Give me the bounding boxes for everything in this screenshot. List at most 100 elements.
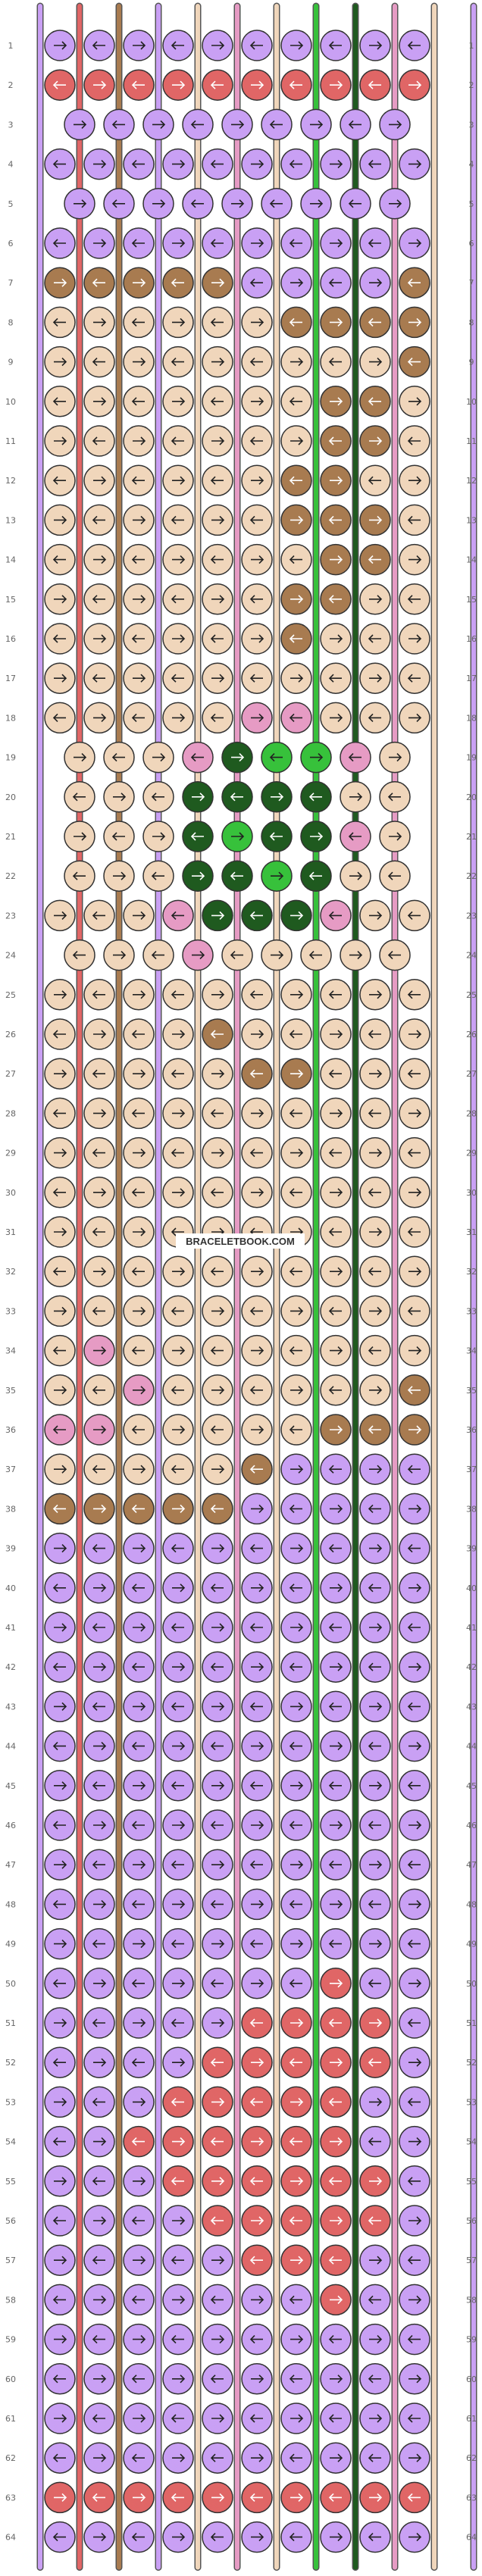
knot-arrow-icon (211, 358, 225, 367)
knot-arrow-icon (369, 358, 383, 367)
knot-arrow-icon (133, 2414, 146, 2423)
knot-arrow-icon (210, 1267, 224, 1276)
knot (64, 188, 95, 220)
knot (83, 623, 115, 655)
row-label-left: 48 (5, 1899, 16, 1909)
knot-arrow-icon (251, 1979, 264, 1988)
knot-arrow-icon (92, 2414, 105, 2423)
knot-arrow-icon (93, 2453, 107, 2462)
knot-arrow-icon (251, 1030, 264, 1039)
row-label-left: 1 (8, 41, 14, 51)
knot (359, 1690, 391, 1723)
knot-arrow-icon (211, 1149, 225, 1158)
knot (44, 899, 76, 932)
knot-arrow-icon (93, 317, 107, 327)
knot-arrow-icon (210, 239, 224, 248)
knot-arrow-icon (93, 1346, 107, 1355)
knot-arrow-icon (52, 1899, 66, 1909)
knot-arrow-icon (133, 674, 146, 683)
knot (123, 899, 155, 932)
knot-arrow-icon (407, 1702, 421, 1711)
knot-arrow-icon (330, 2137, 343, 2146)
knot (280, 464, 312, 496)
knot-arrow-icon (369, 2414, 383, 2423)
knot (44, 1968, 76, 1999)
knot (221, 939, 253, 971)
knot-arrow-icon (407, 2256, 421, 2265)
knot-arrow-icon (290, 2493, 304, 2502)
knot (359, 1255, 391, 1287)
knot-arrow-icon (211, 515, 225, 524)
knot (280, 30, 312, 61)
knot-arrow-icon (408, 2137, 422, 2146)
knot-arrow-icon (54, 515, 67, 524)
knot (123, 1255, 155, 1287)
knot-arrow-icon (171, 1465, 184, 1474)
knot-arrow-icon (407, 1860, 421, 1869)
knot (142, 860, 174, 892)
knot (241, 623, 273, 655)
knot (320, 1572, 352, 1604)
knot (320, 1532, 352, 1565)
knot (241, 227, 273, 259)
knot (44, 702, 76, 734)
knot-arrow-icon (210, 2216, 224, 2225)
knot (359, 662, 391, 694)
knot (379, 108, 411, 141)
knot-arrow-icon (249, 674, 263, 683)
knot-arrow-icon (369, 1702, 383, 1711)
knot (83, 979, 115, 1011)
knot (280, 979, 312, 1011)
knot-arrow-icon (52, 1108, 66, 1118)
knot-arrow-icon (190, 120, 204, 129)
knot (44, 227, 76, 259)
knot (280, 1295, 312, 1327)
row-label-right: 42 (466, 1662, 477, 1672)
knot (399, 899, 430, 932)
knot (123, 1690, 155, 1723)
knot-arrow-icon (92, 2177, 105, 2186)
knot (123, 1612, 155, 1643)
knot-arrow-icon (172, 397, 186, 406)
row-label-right: 5 (469, 199, 474, 209)
knot-arrow-icon (408, 1821, 422, 1830)
knot-arrow-icon (52, 1979, 66, 1988)
knot-arrow-icon (328, 674, 342, 683)
knot (202, 1690, 233, 1723)
knot-arrow-icon (54, 2414, 67, 2423)
knot-arrow-icon (92, 515, 105, 524)
knot (320, 306, 352, 339)
knot-arrow-icon (171, 2493, 184, 2502)
knot (162, 2521, 194, 2553)
knot-arrow-icon (408, 1188, 422, 1197)
knot-arrow-icon (172, 2058, 186, 2067)
knot (123, 2046, 155, 2078)
knot-arrow-icon (131, 397, 145, 406)
knot (241, 1730, 273, 1762)
knot-arrow-icon (172, 2216, 186, 2225)
knot-arrow-icon (369, 2018, 383, 2027)
knot (44, 1058, 76, 1089)
knot-arrow-icon (408, 713, 422, 722)
knot-arrow-icon (93, 1583, 107, 1593)
knot (280, 1888, 312, 1921)
knot-arrow-icon (113, 951, 127, 960)
knot (83, 69, 115, 101)
row-label-left: 58 (5, 2295, 16, 2305)
knot-arrow-icon (172, 1504, 186, 1513)
knot (399, 1177, 430, 1208)
knot-grid (44, 30, 430, 2553)
knot (83, 1136, 115, 1169)
knot (359, 1809, 391, 1841)
knot (182, 821, 214, 852)
row-label-right: 16 (466, 634, 477, 644)
knot (44, 1295, 76, 1327)
knot-arrow-icon (93, 160, 107, 169)
knot (241, 386, 273, 417)
knot-arrow-icon (348, 753, 362, 762)
knot (300, 741, 332, 774)
knot (399, 1532, 430, 1565)
knot-arrow-icon (328, 2177, 342, 2186)
knot-arrow-icon (131, 2137, 145, 2146)
knot-arrow-icon (74, 832, 87, 841)
